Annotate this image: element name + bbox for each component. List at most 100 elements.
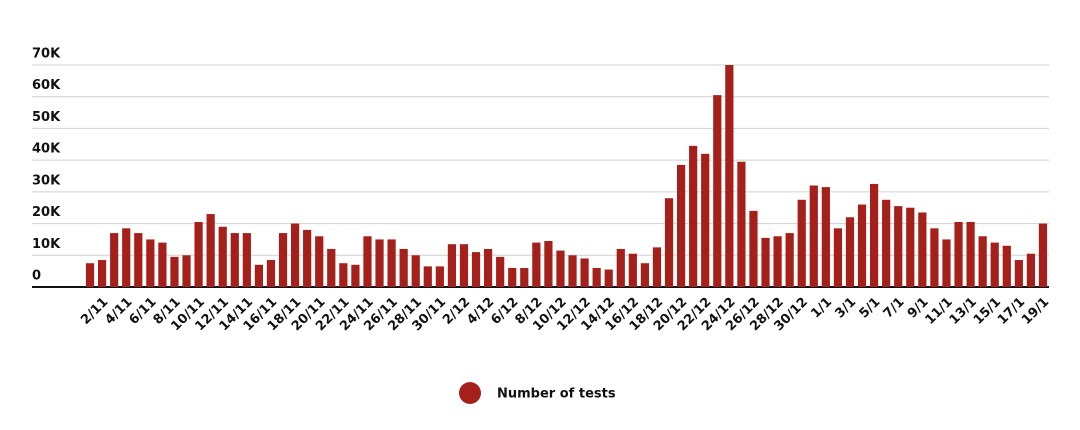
x-tick-label: 2/12: [440, 295, 473, 328]
bar: [930, 228, 939, 287]
y-tick-label: 60K: [32, 78, 61, 93]
y-tick-label: 10K: [32, 237, 61, 252]
y-tick-label: 50K: [32, 110, 61, 125]
bar: [640, 263, 650, 287]
x-tick-label: 15/1: [971, 295, 1004, 328]
bar: [906, 207, 915, 287]
x-tick-label: 1/1: [808, 295, 835, 322]
bar: [1002, 245, 1011, 287]
bar: [737, 161, 746, 287]
x-tick-label: 13/1: [947, 295, 980, 328]
bar: [773, 236, 782, 287]
bar: [749, 210, 758, 287]
x-tick-label: 5/1: [857, 295, 884, 322]
bar: [170, 256, 179, 287]
bar: [278, 233, 288, 287]
bar: [725, 65, 734, 287]
bar: [387, 239, 396, 287]
bar: [339, 263, 348, 287]
bar: [761, 237, 770, 287]
x-tick-label: 4/12: [464, 295, 497, 328]
bar: [978, 236, 987, 287]
bar: [954, 221, 963, 287]
bar: [158, 242, 167, 287]
bar: [544, 241, 553, 287]
bar: [701, 153, 710, 287]
bar: [459, 244, 469, 287]
bar: [556, 250, 565, 287]
bar: [869, 183, 879, 287]
bar: [182, 255, 191, 287]
bar: [918, 212, 927, 287]
bar: [483, 248, 493, 287]
bar: [399, 248, 408, 287]
bar: [1014, 260, 1023, 287]
bar: [966, 221, 975, 287]
bar: [821, 187, 830, 287]
bar: [664, 198, 674, 287]
bar: [689, 145, 698, 287]
bar: [833, 228, 843, 287]
bar: [894, 206, 903, 287]
bar: [568, 255, 577, 287]
bar: [110, 233, 119, 287]
bar: [652, 247, 662, 287]
bar: [676, 164, 686, 287]
bar: [375, 239, 384, 287]
bar: [785, 233, 794, 287]
bar: [508, 267, 517, 287]
bar: [580, 258, 589, 287]
bar: [315, 236, 324, 287]
bar: [85, 263, 95, 287]
x-tick-label: 3/1: [833, 295, 860, 322]
x-tick-label: 6/12: [488, 295, 521, 328]
bar: [520, 267, 529, 287]
bar: [809, 185, 818, 287]
bar: [845, 217, 855, 287]
bar: [97, 260, 107, 287]
bar: [532, 242, 541, 287]
bar: [206, 214, 215, 287]
bar: [942, 239, 951, 287]
bar: [327, 248, 336, 287]
bar: [254, 264, 264, 287]
y-tick-label: 20K: [32, 205, 61, 220]
bar: [290, 223, 300, 287]
bar: [496, 256, 505, 287]
x-tick-label: 17/1: [995, 295, 1028, 328]
bar: [230, 233, 239, 287]
legend-marker: [459, 382, 481, 404]
bar: [628, 253, 637, 287]
y-tick-label: 70K: [32, 47, 61, 62]
bar: [990, 242, 999, 287]
bar: [351, 264, 360, 287]
bar: [435, 266, 444, 287]
bar: [363, 236, 372, 287]
x-tick-label: 2/11: [78, 295, 111, 328]
bar: [423, 266, 432, 287]
bar: [857, 204, 867, 287]
bar: [242, 233, 251, 287]
x-tick-label: 4/11: [102, 295, 135, 328]
x-tick-label: 6/11: [126, 295, 159, 328]
y-tick-label: 40K: [32, 142, 61, 157]
bar: [122, 228, 131, 287]
bar: [266, 260, 276, 287]
x-tick-label: 11/1: [923, 295, 956, 328]
y-tick-label: 30K: [32, 173, 61, 188]
bar: [447, 244, 457, 287]
bar: [592, 267, 601, 287]
bar: [882, 199, 891, 287]
bar: [303, 229, 312, 287]
bar: [1026, 253, 1036, 287]
bar: [1038, 223, 1048, 287]
bar: [146, 239, 155, 287]
x-tick-label: 7/1: [881, 295, 908, 322]
y-tick-label: 0: [32, 269, 41, 284]
x-tick-label: 19/1: [1019, 295, 1052, 328]
bar: [411, 255, 420, 287]
bar: [471, 252, 481, 287]
bar: [713, 95, 722, 287]
bar: [218, 226, 227, 287]
